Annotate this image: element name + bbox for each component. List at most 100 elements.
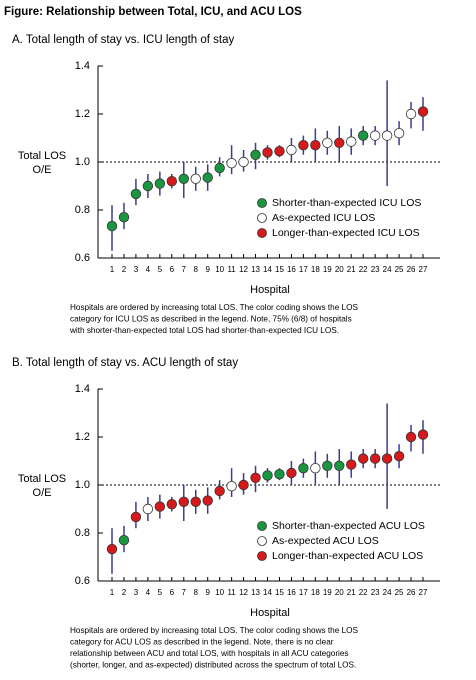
point xyxy=(357,453,369,464)
point xyxy=(393,127,405,139)
point xyxy=(298,463,309,474)
legend-label: Shorter-than-expected ACU LOS xyxy=(272,520,425,532)
point xyxy=(106,220,118,232)
legend-marker xyxy=(257,521,267,531)
note: with shorter-than-expected total LOS had… xyxy=(69,326,339,335)
point xyxy=(190,496,201,508)
legend-marker xyxy=(257,536,267,546)
x-tick-label: 23 xyxy=(371,265,380,274)
x-tick-label: 8 xyxy=(194,588,199,597)
x-tick-label: 5 xyxy=(158,588,163,597)
x-tick-label: 15 xyxy=(275,588,284,597)
point xyxy=(154,501,166,512)
y-tick-label: 0.6 xyxy=(75,252,90,264)
y-tick-label: 1.4 xyxy=(75,383,90,395)
x-tick-label: 27 xyxy=(419,265,428,274)
x-tick-label: 4 xyxy=(146,588,151,597)
x-tick-label: 19 xyxy=(323,588,332,597)
x-tick-label: 25 xyxy=(395,588,404,597)
note: relationship between ACU and total LOS, … xyxy=(70,649,349,658)
x-tick-label: 17 xyxy=(299,588,308,597)
point xyxy=(166,499,178,510)
y-tick-label: 1.2 xyxy=(75,108,90,120)
point xyxy=(190,173,201,185)
point xyxy=(118,211,130,223)
x-tick-label: 7 xyxy=(182,588,187,597)
x-tick-label: 14 xyxy=(263,265,272,274)
point xyxy=(346,136,357,147)
x-tick-label: 6 xyxy=(170,265,175,274)
point xyxy=(310,139,321,151)
x-tick-label: 19 xyxy=(323,265,332,274)
x-tick-label: 1 xyxy=(110,588,115,597)
note: category for ICU LOS as described in the… xyxy=(70,315,352,324)
x-tick-label: 10 xyxy=(215,265,224,274)
y-tick-label: 1.2 xyxy=(75,431,90,443)
x-tick-label: 26 xyxy=(407,588,416,597)
x-tick-label: 1 xyxy=(110,265,115,274)
x-tick-label: 16 xyxy=(287,588,296,597)
point xyxy=(250,149,261,161)
legend-label: As-expected ACU LOS xyxy=(272,535,379,547)
x-tick-label: 18 xyxy=(311,265,320,274)
x-tick-label: 2 xyxy=(122,265,127,274)
x-tick-label: 10 xyxy=(215,588,224,597)
legend-marker xyxy=(257,198,267,208)
x-tick-label: 23 xyxy=(371,588,380,597)
x-tick-label: 5 xyxy=(158,265,163,274)
y-tick-label: 1.0 xyxy=(75,479,90,491)
point xyxy=(178,173,189,185)
point xyxy=(381,453,393,464)
note: category for ACU LOS as described in the… xyxy=(70,638,334,647)
y-axis-label: O/E xyxy=(33,164,52,176)
panel-title: B. Total length of stay vs. ACU length o… xyxy=(12,357,238,369)
point xyxy=(226,481,237,492)
legend-marker xyxy=(257,228,267,238)
point xyxy=(286,144,297,156)
legend-label: Longer-than-expected ACU LOS xyxy=(272,550,423,562)
x-tick-label: 3 xyxy=(134,265,139,274)
point xyxy=(274,145,285,157)
x-tick-label: 11 xyxy=(227,265,236,274)
point xyxy=(202,172,213,183)
x-axis-label: Hospital xyxy=(250,284,290,296)
point xyxy=(322,460,333,472)
point xyxy=(130,511,142,523)
x-tick-label: 9 xyxy=(205,265,210,274)
y-tick-label: 0.8 xyxy=(75,527,90,539)
y-axis-label: Total LOS xyxy=(18,473,66,485)
x-tick-label: 21 xyxy=(347,265,356,274)
x-tick-label: 6 xyxy=(170,588,175,597)
x-tick-label: 22 xyxy=(359,588,368,597)
x-tick-label: 25 xyxy=(395,265,404,274)
point xyxy=(274,469,285,480)
x-tick-label: 26 xyxy=(407,265,416,274)
x-tick-label: 24 xyxy=(383,588,392,597)
point xyxy=(357,130,369,141)
x-axis-label: Hospital xyxy=(250,607,290,619)
x-tick-label: 4 xyxy=(146,265,151,274)
x-tick-label: 13 xyxy=(251,265,260,274)
point xyxy=(214,162,225,174)
x-tick-label: 18 xyxy=(311,588,320,597)
point xyxy=(322,137,333,149)
legend-label: Longer-than-expected ICU LOS xyxy=(272,227,420,239)
legend-label: Shorter-than-expected ICU LOS xyxy=(272,197,421,209)
x-tick-label: 20 xyxy=(335,265,344,274)
point xyxy=(202,495,213,506)
point xyxy=(118,535,130,546)
x-tick-label: 14 xyxy=(263,588,272,597)
x-tick-label: 16 xyxy=(287,265,296,274)
point xyxy=(417,106,429,117)
y-tick-label: 1.0 xyxy=(75,156,90,168)
y-axis-label: Total LOS xyxy=(18,150,66,162)
point xyxy=(369,453,381,464)
x-tick-label: 27 xyxy=(419,588,428,597)
x-tick-label: 7 xyxy=(182,265,187,274)
point xyxy=(369,130,381,141)
point xyxy=(298,139,309,151)
note: Hospitals are ordered by increasing tota… xyxy=(70,303,358,312)
y-tick-label: 0.6 xyxy=(75,575,90,587)
point xyxy=(154,178,166,189)
